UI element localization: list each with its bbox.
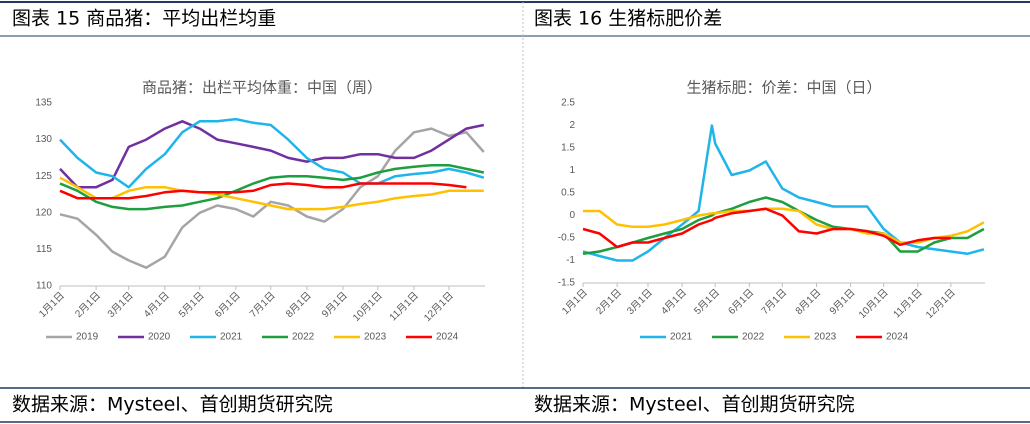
legend-label: 2022 — [742, 332, 765, 343]
y-tick-label: 1.5 — [561, 143, 575, 154]
legend-label: 2019 — [76, 332, 99, 343]
y-tick-label: 2 — [569, 120, 575, 131]
series-line — [59, 127, 485, 269]
x-tick-label: 4月1日 — [141, 290, 171, 320]
x-tick-label: 8月1日 — [283, 290, 313, 320]
legend-label: 2021 — [220, 332, 243, 343]
chart-title: 商品猪：出栏平均体重：中国（周） — [142, 79, 382, 97]
legend-label: 2023 — [814, 332, 837, 343]
x-tick-label: 11月1日 — [891, 287, 925, 321]
legend-label: 2023 — [364, 332, 387, 343]
series-line — [59, 182, 467, 200]
x-tick-label: 12月1日 — [923, 287, 957, 321]
x-tick-label: 9月1日 — [319, 290, 349, 320]
series-line — [59, 120, 485, 189]
panel-heading: 图表 15 商品猪：平均出栏均重 — [12, 8, 276, 30]
y-tick-label: 110 — [36, 281, 52, 292]
source-note: 数据来源：Mysteel、首创期货研究院 — [12, 394, 333, 416]
y-tick-label: 120 — [35, 207, 52, 218]
panel-heading: 图表 16 生猪标肥价差 — [534, 8, 722, 30]
legend-label: 2020 — [148, 332, 171, 343]
x-tick-label: 10月1日 — [856, 287, 890, 321]
series-line — [582, 196, 985, 256]
legend-label: 2021 — [670, 332, 693, 343]
y-tick-label: 0.5 — [561, 188, 575, 199]
x-tick-label: 2月1日 — [594, 287, 624, 317]
x-tick-label: 1月1日 — [36, 290, 66, 320]
y-tick-label: -1 — [566, 255, 575, 266]
x-tick-label: 1月1日 — [559, 287, 589, 317]
x-tick-label: 8月1日 — [793, 287, 823, 317]
series-line — [582, 124, 985, 262]
y-tick-label: 135 — [35, 98, 52, 109]
y-tick-label: 115 — [36, 244, 52, 255]
y-tick-label: 2.5 — [561, 98, 575, 109]
x-tick-label: 3月1日 — [105, 290, 135, 320]
series-line — [59, 176, 484, 211]
y-tick-label: 130 — [35, 134, 52, 145]
x-tick-label: 7月1日 — [759, 287, 789, 317]
x-tick-label: 6月1日 — [726, 287, 756, 317]
x-tick-label: 12月1日 — [421, 290, 455, 324]
series-line — [59, 117, 485, 189]
y-tick-label: -1.5 — [558, 278, 576, 289]
series-line — [59, 163, 485, 211]
y-tick-label: 1 — [569, 165, 575, 176]
series-line — [582, 207, 951, 249]
series-line — [583, 207, 985, 244]
x-tick-label: 10月1日 — [350, 290, 384, 324]
legend-label: 2024 — [436, 332, 459, 343]
legend-label: 2024 — [886, 332, 909, 343]
chart-title: 生猪标肥：价差：中国（日） — [686, 79, 881, 97]
x-tick-label: 7月1日 — [247, 290, 277, 320]
y-tick-label: 125 — [35, 171, 52, 182]
y-tick-label: 0 — [569, 210, 575, 221]
y-tick-label: -0.5 — [558, 233, 576, 244]
x-tick-label: 9月1日 — [827, 287, 857, 317]
source-note: 数据来源：Mysteel、首创期货研究院 — [534, 394, 855, 416]
x-tick-label: 2月1日 — [73, 290, 103, 320]
x-tick-label: 5月1日 — [692, 287, 722, 317]
x-tick-label: 5月1日 — [176, 290, 206, 320]
x-tick-label: 3月1日 — [624, 287, 654, 317]
legend-label: 2022 — [292, 332, 315, 343]
x-tick-label: 6月1日 — [212, 290, 242, 320]
x-tick-label: 4月1日 — [659, 287, 689, 317]
x-tick-label: 11月1日 — [387, 290, 421, 324]
